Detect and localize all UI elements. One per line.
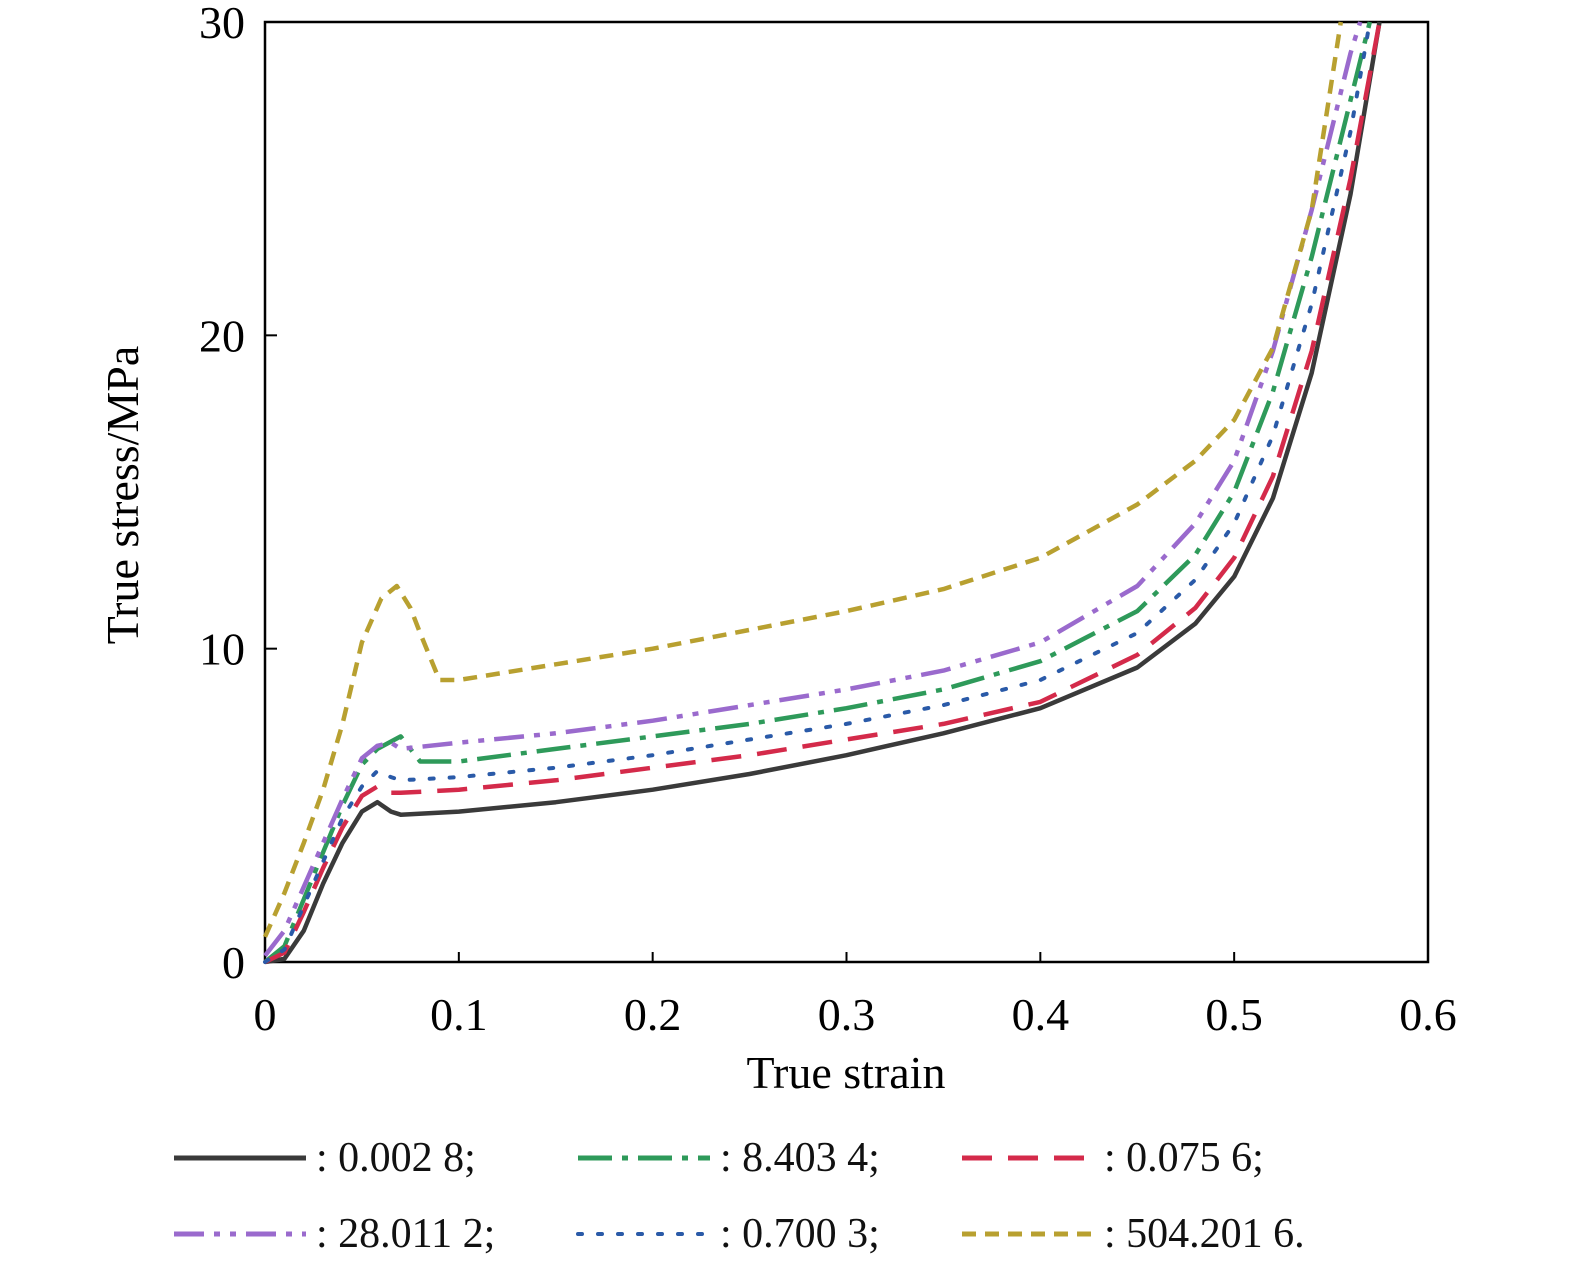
x-tick-label: 0.3 [818, 989, 876, 1040]
legend-swatch [174, 1155, 306, 1161]
legend-item: : 0.002 8; [150, 1134, 546, 1182]
y-tick-label: 10 [199, 624, 245, 675]
legend-item: : 8.403 4; [554, 1134, 930, 1182]
x-tick-label: 0.2 [624, 989, 682, 1040]
x-tick-label: 0.4 [1012, 989, 1070, 1040]
series-line-3 [264, 21, 1382, 965]
series-line-4 [263, 21, 1363, 958]
series-line-6 [262, 21, 1344, 938]
legend-swatch [962, 1155, 1094, 1161]
plot-frame [263, 20, 1430, 964]
legend-item: : 28.011 2; [150, 1210, 546, 1258]
legend-item: : 0.700 3; [554, 1210, 930, 1258]
chart: 0 0.1 0.2 0.3 0.4 0.5 0.6 0 10 20 30 True strain T… [97, 0, 1457, 1098]
x-tick-label: 0.5 [1205, 989, 1263, 1040]
legend-label: : 504.201 6. [1104, 1211, 1305, 1257]
legend-swatch [174, 1231, 306, 1237]
series-line-1 [264, 21, 1382, 965]
legend-item: : 0.075 6; [938, 1134, 1364, 1182]
y-tick-label: 0 [222, 937, 245, 988]
x-tick-label: 0 [254, 989, 277, 1040]
legend-row: : 0.002 8; : 8.403 4; : 0.075 6; [150, 1120, 1500, 1196]
legend-label: : 0.002 8; [316, 1135, 476, 1181]
x-tick-label: 0.6 [1399, 989, 1457, 1040]
legend-label: : 0.075 6; [1104, 1135, 1264, 1181]
series-line-2 [263, 21, 1372, 964]
legend-label: : 8.403 4; [720, 1135, 880, 1181]
legend-swatch [962, 1231, 1094, 1237]
legend-row: : 28.011 2; : 0.700 3; : 504.201 6. [150, 1196, 1500, 1272]
legend-label: : 28.011 2; [316, 1211, 496, 1257]
y-tick-label: 20 [199, 310, 245, 361]
legend-swatch [578, 1155, 710, 1161]
legend-swatch [576, 1232, 712, 1236]
x-tick-label: 0.1 [430, 989, 488, 1040]
x-axis-label: True strain [747, 1047, 946, 1098]
y-tick-label: 30 [199, 0, 245, 48]
legend: : 0.002 8; : 8.403 4; : 0.075 6; : 28.011 2… [150, 1120, 1500, 1272]
series-line-5 [263, 20, 1372, 964]
legend-item: : 504.201 6. [938, 1210, 1364, 1258]
legend-label: : 0.700 3; [720, 1211, 880, 1257]
y-axis-label: True stress/MPa [97, 346, 148, 645]
